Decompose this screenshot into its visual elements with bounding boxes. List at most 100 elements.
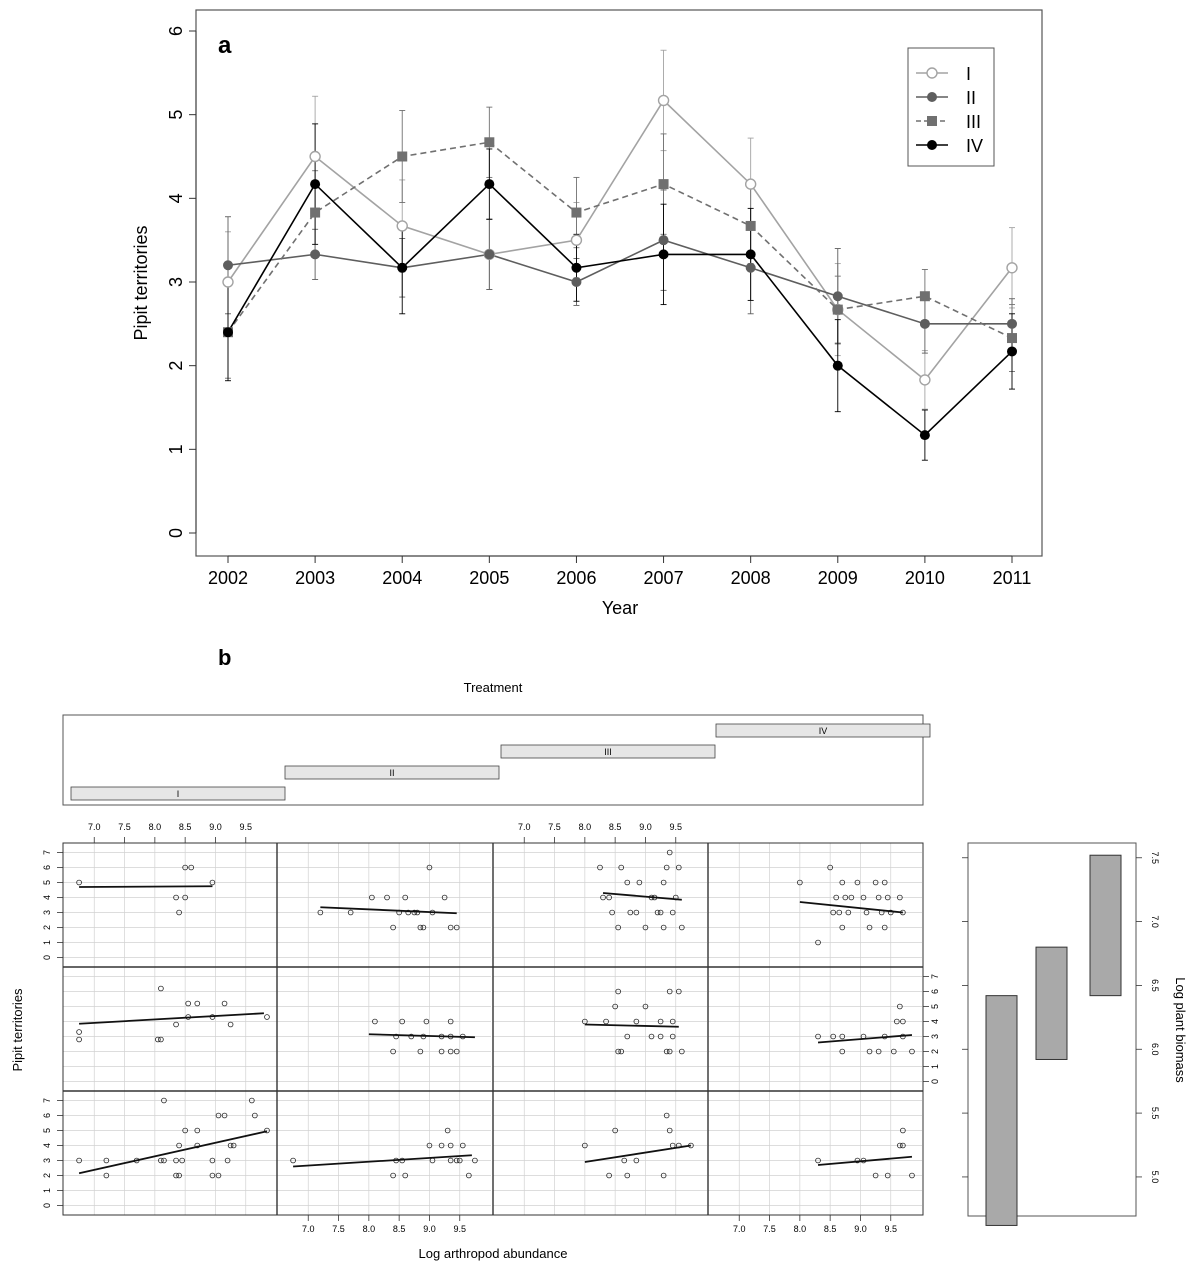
scatter-point	[669, 909, 676, 916]
left-y-tick-label: 0	[42, 1203, 52, 1208]
scatter-point	[158, 1036, 164, 1043]
scatter-point	[669, 1018, 676, 1025]
scatter-point	[875, 1048, 882, 1055]
scatter-point	[900, 1127, 906, 1134]
scatter-point	[872, 1172, 879, 1179]
series-ii-marker	[745, 262, 756, 273]
scatter-point	[633, 1157, 640, 1164]
series-ii-marker	[571, 277, 582, 287]
legend-i-marker	[926, 67, 938, 79]
scatter-point	[417, 1048, 424, 1055]
scatter-point	[642, 924, 649, 931]
y-tick-label: 2	[166, 361, 186, 371]
scatter-point	[797, 879, 803, 886]
scatter-point	[627, 909, 634, 916]
scatter-point	[827, 864, 833, 871]
legend-iv-marker	[927, 140, 937, 150]
legend-i-label: I	[966, 64, 971, 84]
scatter-point	[815, 1157, 821, 1164]
scatter-point	[76, 1036, 82, 1043]
scatter-point	[209, 879, 216, 886]
regression-line	[817, 1155, 913, 1166]
right-y-tick-label: 4	[930, 1019, 940, 1024]
series-iv-marker	[745, 249, 756, 260]
scatter-point	[447, 1142, 454, 1149]
scatter-point	[426, 1142, 433, 1149]
scatter-point	[833, 894, 840, 901]
series-iv-marker	[223, 327, 233, 338]
scatter-point	[663, 864, 670, 871]
scatter-point	[666, 988, 673, 995]
panel-a-series-lines	[227, 99, 1013, 437]
x-tick-label: 2002	[208, 568, 248, 588]
treatment-strip-label: I	[177, 789, 180, 799]
right-y-tick-label: 1	[930, 1064, 940, 1069]
y-tick-label: 4	[166, 193, 186, 203]
scatter-point	[393, 1033, 399, 1040]
scatter-point	[875, 894, 882, 901]
scatter-point	[466, 1172, 472, 1179]
series-iv-marker	[919, 430, 930, 441]
scatter-point	[179, 1157, 185, 1164]
scatter-point	[103, 1172, 110, 1179]
top-x-tick-label: 7.0	[88, 822, 101, 832]
scatter-point	[663, 1112, 670, 1119]
series-iii-line	[227, 141, 1013, 339]
scatter-point	[155, 1036, 161, 1043]
scatter-point	[900, 1018, 906, 1025]
scatter-point	[669, 1033, 676, 1040]
scatter-point	[173, 1021, 179, 1028]
series-iv-line	[227, 182, 1013, 437]
bottom-x-tick-label: 7.5	[332, 1224, 345, 1234]
series-ii-line	[227, 239, 1012, 325]
series-iv-marker	[571, 262, 582, 273]
x-tick-label: 2004	[382, 568, 422, 588]
scatter-point	[182, 864, 188, 871]
scatter-point	[881, 879, 888, 886]
scatter-point	[456, 1157, 463, 1164]
top-x-tick-label: 8.5	[179, 822, 192, 832]
scatter-point	[390, 1048, 396, 1055]
scatter-point	[624, 1172, 631, 1179]
left-y-tick-label: 2	[42, 1173, 52, 1178]
left-y-tick-label: 6	[42, 1113, 52, 1118]
bottom-x-tick-label: 7.5	[763, 1224, 776, 1234]
left-y-tick-label: 5	[42, 880, 52, 885]
right-y-tick-label: 6	[930, 989, 940, 994]
scatter-point	[444, 1127, 451, 1134]
scatter-point	[654, 909, 661, 916]
scatter-point	[215, 1172, 222, 1179]
scatter-point	[642, 1003, 649, 1010]
scatter-point	[390, 924, 396, 931]
scatter-point	[215, 1112, 222, 1119]
series-ii-marker	[658, 235, 669, 246]
series-i-line	[227, 99, 1013, 382]
treatment-strip-iii	[500, 744, 716, 759]
regression-line	[602, 892, 682, 901]
scatter-point	[881, 924, 888, 931]
bottom-x-tick-label: 8.0	[363, 1224, 376, 1234]
scatter-point	[472, 1157, 478, 1164]
regression-line	[293, 1154, 472, 1168]
biomass-axis-ticks: 5.0 5.5 6.0 6.5 7.0 7.5	[962, 852, 1160, 1183]
left-y-tick-label: 1	[42, 1188, 52, 1193]
scatter-point	[453, 924, 460, 931]
scatter-point	[615, 988, 621, 995]
scatter-point	[894, 1018, 900, 1025]
treatment-strip-iv	[715, 723, 931, 738]
legend-iv-label: IV	[966, 136, 983, 156]
scatter-point	[887, 909, 894, 916]
series-ii-marker	[832, 291, 843, 302]
scatter-point	[666, 1127, 673, 1134]
biomass-axis-label: Log plant biomass	[1173, 977, 1186, 1083]
scatter-point	[624, 879, 631, 886]
scatter-point	[660, 924, 667, 931]
series-i-marker	[396, 220, 408, 232]
series-iii-marker	[571, 207, 582, 218]
scatter-point	[666, 1048, 673, 1055]
right-y-tick-label: 7	[930, 974, 940, 979]
bottom-x-tick-label: 8.5	[393, 1224, 406, 1234]
scatter-point	[675, 988, 682, 995]
scatter-point	[830, 1033, 836, 1040]
